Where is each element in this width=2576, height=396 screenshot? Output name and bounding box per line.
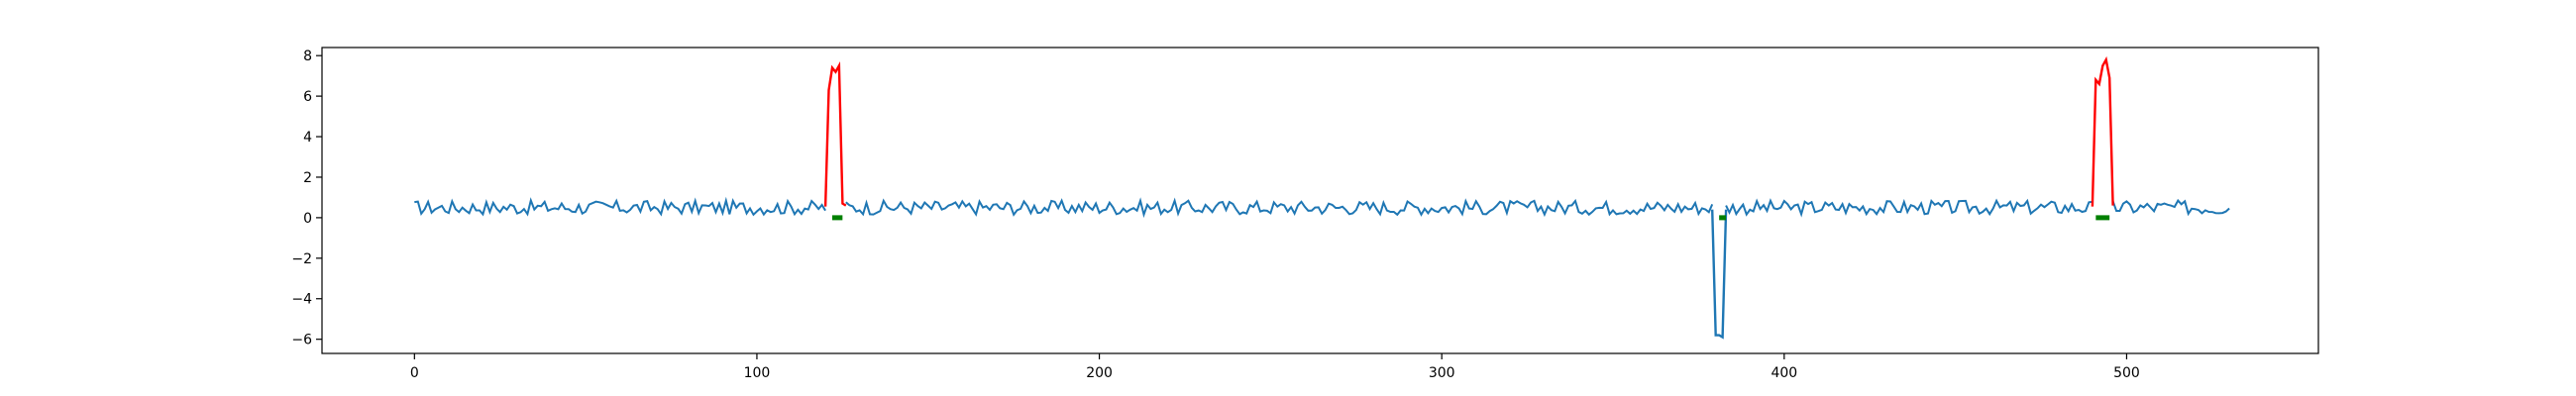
x-tick-label: 200 — [1086, 365, 1113, 381]
x-tick-label: 0 — [410, 365, 419, 381]
signal-line-segment — [2111, 198, 2230, 217]
x-tick-label: 400 — [1771, 365, 1797, 381]
series-layer — [414, 55, 2230, 340]
x-tick-label: 500 — [2113, 365, 2140, 381]
y-tick-label: 0 — [303, 211, 312, 227]
y-tick-label: 8 — [303, 49, 312, 64]
x-axis: 0 100 200 300 400 500 — [410, 353, 2140, 381]
y-tick-label: −4 — [291, 292, 312, 308]
y-tick-label: 2 — [303, 170, 312, 186]
x-tick-label: 300 — [1429, 365, 1455, 381]
negative-anomaly-line — [1711, 209, 1728, 340]
y-axis: −6 −4 −2 0 2 4 6 8 — [291, 49, 322, 348]
positive-anomaly-line — [823, 61, 847, 207]
signal-line-segment — [414, 196, 826, 217]
x-tick-label: 100 — [744, 365, 771, 381]
signal-line-segment — [1725, 198, 2093, 218]
y-tick-label: −6 — [291, 333, 312, 348]
y-tick-label: 4 — [303, 130, 312, 146]
y-tick-label: 6 — [303, 89, 312, 105]
positive-anomaly-line — [2091, 55, 2114, 207]
signal-line-segment — [845, 197, 1714, 219]
y-tick-label: −2 — [291, 251, 312, 267]
plot-area-frame — [321, 47, 2319, 354]
